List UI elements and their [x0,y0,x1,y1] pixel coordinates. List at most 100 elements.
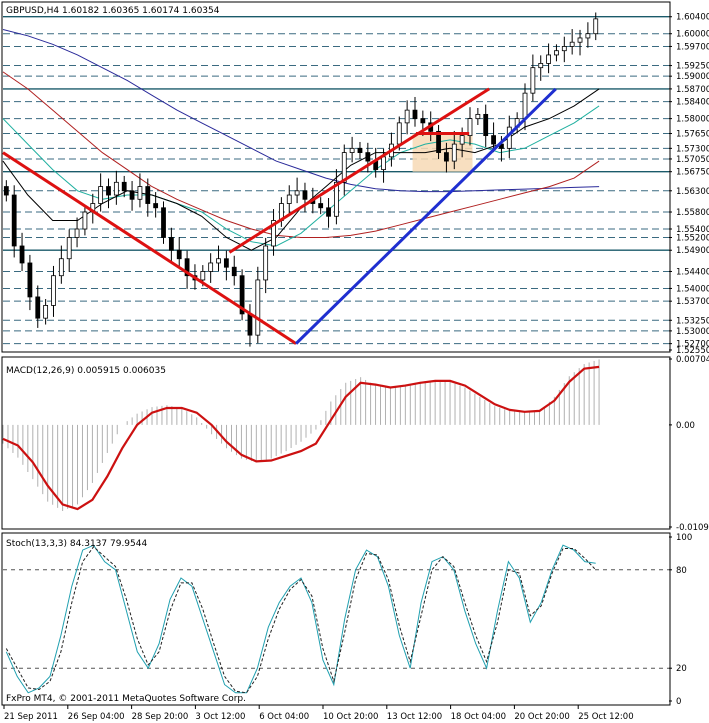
time-tick-label: 13 Oct 12:00 [387,712,442,722]
price-bar-body [168,237,174,251]
time-tick-label: 10 Oct 20:00 [323,712,378,722]
price-bar-body [216,258,221,264]
price-bar-body [396,122,402,145]
price-bar-body [412,109,418,120]
price-bar-body [286,194,292,204]
time-tick-label: 21 Sep 2011 [4,712,58,722]
price-bar-body [121,181,127,192]
trendline [2,151,297,345]
price-bar-body [247,313,253,336]
price-bar-body [239,275,245,315]
price-layer [2,12,669,347]
price-bar-body [51,275,56,306]
price-bar-body [145,186,151,204]
macd-panel [1,356,671,530]
price-bar-body [357,147,363,153]
price-bar-body [11,194,17,247]
price-tick-label: 1.54900 [676,246,709,256]
stoch-title: Stoch(13,3,3) 84.3137 79.9544 [6,539,147,549]
stoch-tick-label: 20 [676,664,687,674]
price-bar-body [98,186,104,204]
stoch-signal-line [5,546,597,694]
price-bar-body [546,54,551,64]
price-bar-body [483,113,489,137]
price-tick-label: 1.54000 [676,284,709,294]
price-bar-body [593,18,599,35]
price-bar-body [491,135,496,145]
price-bar-body [129,190,135,200]
footer-copyright: FxPro MT4, © 2001-2011 MetaQuotes Softwa… [6,694,246,704]
stoch-tick-label: 0 [676,697,681,707]
price-bar-body [27,262,33,298]
price-bar-body [302,190,308,200]
price-bar-body [530,67,536,94]
price-bar-body [577,37,583,43]
price-bar-body [333,181,339,217]
price-tick-label: 1.57650 [676,129,709,139]
price-bar-body [223,258,229,268]
macd-tick-label: 0.00 [676,421,695,431]
price-bar-body [381,156,386,170]
price-tick-label: 1.58000 [676,115,709,125]
price-bar-body [200,271,206,281]
price-tick-label: 1.59250 [676,62,709,72]
price-title: GBPUSD,H4 1.60182 1.60365 1.60174 1.6035… [6,6,220,16]
moving-average-line [2,71,600,238]
price-bar-body [82,211,88,230]
moving-average-line [2,29,600,193]
price-tick-label: 1.59000 [676,72,709,82]
price-tick-label: 1.57050 [676,155,709,165]
price-bar-body [58,258,64,277]
price-bar-body [522,92,528,120]
stoch-main-line [5,544,596,694]
time-tick-label: 18 Oct 04:00 [451,712,506,722]
price-tick-label: 1.56300 [676,187,709,197]
price-bar-body [444,152,449,162]
price-bar-body [294,190,300,196]
price-tick-label: 1.60000 [676,30,709,40]
price-bar-body [255,279,261,336]
price-bar-body [263,245,269,281]
time-tick-label: 28 Sep 20:00 [132,712,189,722]
price-bar-body [153,203,159,209]
price-tick-label: 1.55400 [676,225,709,235]
price-tick-label: 1.52550 [676,346,709,356]
price-bar-body [341,152,347,183]
price-tick-label: 1.53700 [676,297,709,307]
price-tick-label: 1.52700 [676,340,709,350]
price-bar-body [436,130,441,153]
macd-tick-label: 0.00704 [676,355,709,365]
price-bar-body [66,237,72,260]
stoch-panel [1,532,671,706]
time-tick-label: 20 Oct 20:00 [514,712,569,722]
price-bar-body [420,118,426,124]
price-bar-body [74,228,80,238]
price-tick-label: 1.58700 [676,85,709,95]
price-tick-label: 1.57300 [676,144,709,154]
price-bar-body [538,63,544,69]
price-bar-body [404,109,410,124]
price-tick-label: 1.56750 [676,168,709,178]
price-bar-body [365,152,371,162]
price-tick-label: 1.54400 [676,267,709,277]
price-tick-label: 1.55200 [676,233,709,243]
price-bar-body [106,186,111,196]
price-bar-body [137,186,143,200]
macd-title: MACD(12,26,9) 0.005915 0.006035 [6,366,166,376]
price-tick-label: 1.53000 [676,327,709,337]
price-tick-label: 1.59700 [676,42,709,52]
price-tick-label: 1.60400 [676,13,709,23]
time-tick-label: 26 Sep 04:00 [68,712,125,722]
price-bar-body [161,207,166,238]
price-bar-body [451,143,457,162]
macd-layer [2,359,600,511]
price-bar-body [554,50,559,56]
price-bar-body [184,258,190,277]
price-bar-body [231,266,237,277]
time-tick-label: 6 Oct 04:00 [259,712,309,722]
price-tick-label: 1.55800 [676,208,709,218]
price-bar-body [271,220,276,247]
